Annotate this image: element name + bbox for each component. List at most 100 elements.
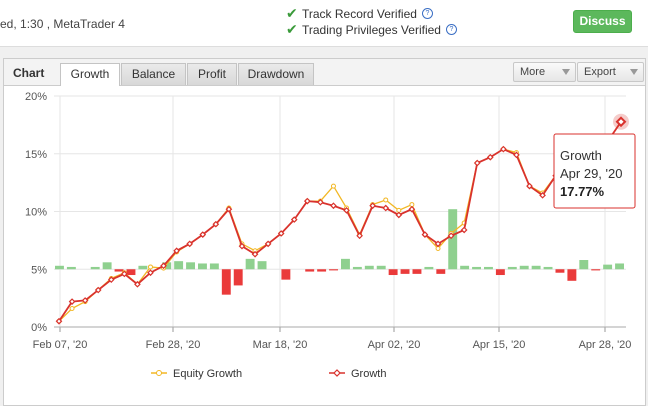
- profit-bar: [472, 266, 481, 270]
- growth-point: [369, 202, 377, 210]
- profit-bar: [233, 269, 243, 286]
- x-tick-label: Mar 18, '20: [253, 339, 308, 351]
- profit-bar: [317, 269, 327, 272]
- profit-bar: [114, 269, 124, 272]
- growth-point: [486, 153, 494, 161]
- growth-point: [121, 270, 128, 278]
- growth-point: [251, 250, 259, 258]
- export-dropdown[interactable]: Export: [577, 62, 644, 82]
- profit-bar: [281, 269, 291, 280]
- profit-bar: [507, 266, 517, 270]
- growth-point: [343, 206, 350, 214]
- growth-point: [160, 262, 167, 270]
- growth-point: [356, 232, 363, 240]
- growth-point: [382, 204, 390, 212]
- profit-bar: [388, 269, 398, 276]
- growth-point: [447, 232, 455, 240]
- account-info: ed, 1:30 , MetaTrader 4: [0, 17, 125, 31]
- profit-bar: [257, 261, 267, 270]
- profit-bar: [102, 262, 112, 270]
- growth-point: [212, 220, 220, 228]
- profit-bar: [198, 263, 207, 270]
- growth-point: [147, 269, 154, 277]
- profit-bar: [519, 265, 529, 270]
- profit-bar: [448, 209, 458, 270]
- y-tick-label: 20%: [25, 91, 47, 103]
- profit-bar: [436, 269, 446, 274]
- y-tick-label: 0%: [31, 322, 47, 334]
- trading-privileges-verified: ✔ Trading Privileges Verified ?: [286, 21, 457, 38]
- account-header: ed, 1:30 , MetaTrader 4 ✔ Track Record V…: [0, 0, 648, 47]
- profit-bar: [412, 269, 422, 274]
- help-icon[interactable]: ?: [445, 24, 457, 35]
- legend-label[interactable]: Growth: [351, 368, 386, 380]
- x-tick-label: Apr 15, '20: [473, 339, 526, 351]
- growth-point: [460, 226, 468, 234]
- profit-bar: [90, 266, 100, 270]
- check-icon: ✔: [286, 5, 298, 21]
- growth-point: [238, 242, 246, 250]
- growth-point: [199, 231, 207, 238]
- growth-point: [408, 205, 416, 213]
- profit-bar: [209, 263, 219, 270]
- tooltip-box: [553, 133, 636, 209]
- tab-drawdown[interactable]: Drawdown: [238, 63, 314, 85]
- growth-point: [81, 297, 89, 304]
- track-record-verified: ✔ Track Record Verified ?: [286, 5, 433, 22]
- growth-point: [134, 280, 141, 288]
- growth-point: [94, 286, 102, 294]
- profit-bar: [126, 269, 136, 276]
- profit-bar: [591, 269, 601, 271]
- legend-marker: [333, 369, 341, 377]
- tab-profit[interactable]: Profit: [187, 63, 237, 85]
- tab-growth[interactable]: Growth: [60, 63, 120, 86]
- profit-bar: [352, 266, 362, 270]
- growth-point: [303, 197, 311, 205]
- growth-point: [421, 231, 429, 238]
- y-tick-label: 5%: [31, 264, 47, 276]
- tooltip-series: Growth: [560, 148, 602, 163]
- verification-label: Track Record Verified: [302, 6, 417, 21]
- profit-bar: [341, 258, 350, 270]
- x-tick-label: Apr 28, '20: [579, 339, 632, 351]
- growth-point: [395, 211, 403, 219]
- x-tick-label: Feb 07, '20: [33, 339, 88, 351]
- profit-bar: [495, 269, 505, 276]
- growth-point: [290, 216, 298, 223]
- chart-tab-bar: Chart Growth Balance Profit Drawdown Mor…: [4, 59, 645, 86]
- growth-point: [277, 230, 285, 237]
- help-icon[interactable]: ?: [421, 8, 433, 19]
- profit-bar: [221, 269, 231, 295]
- growth-point: [539, 191, 546, 199]
- profit-bar: [55, 265, 64, 270]
- profit-bar: [424, 266, 434, 270]
- verification-label: Trading Privileges Verified: [302, 22, 441, 37]
- growth-point: [473, 159, 481, 167]
- growth-point: [434, 240, 442, 248]
- tab-balance[interactable]: Balance: [121, 63, 186, 85]
- growth-point: [513, 151, 520, 159]
- legend-label[interactable]: Equity Growth: [173, 368, 242, 380]
- growth-point: [107, 276, 115, 283]
- profit-bar: [174, 261, 184, 270]
- growth-point: [186, 240, 194, 248]
- more-label: More: [520, 66, 546, 78]
- discuss-button[interactable]: Discuss: [573, 10, 632, 33]
- growth-point: [330, 202, 337, 210]
- equity-growth-point: [383, 197, 389, 203]
- profit-bar: [484, 266, 493, 270]
- panel-title: Chart: [13, 66, 45, 80]
- more-dropdown[interactable]: More: [513, 62, 576, 82]
- chevron-down-icon: [562, 69, 570, 75]
- profit-bar: [329, 269, 338, 271]
- growth-point: [264, 240, 272, 248]
- profit-bar: [305, 269, 315, 272]
- profit-bar: [138, 265, 148, 270]
- growth-point: [55, 317, 63, 325]
- profit-bar: [364, 265, 374, 270]
- legend-marker: [156, 370, 162, 376]
- export-label: Export: [584, 66, 616, 78]
- growth-point: [68, 298, 76, 305]
- x-tick-label: Apr 02, '20: [368, 339, 421, 351]
